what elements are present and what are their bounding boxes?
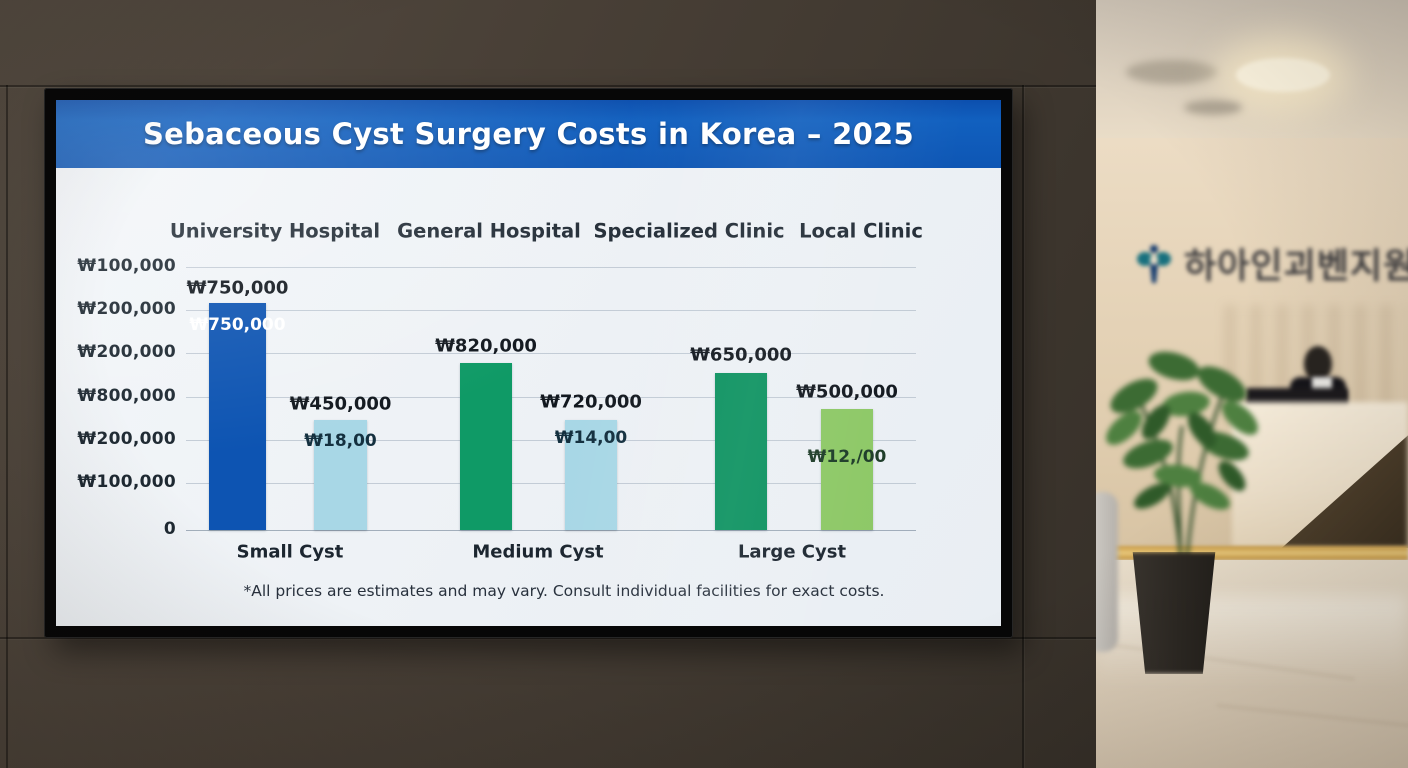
clinic-wall-sign: 하아인괴벤지원 bbox=[1136, 238, 1408, 289]
y-axis-tick-label: ₩200,000 bbox=[77, 299, 176, 319]
y-axis-tick-label: ₩200,000 bbox=[77, 429, 176, 449]
bar-local-clinic bbox=[821, 409, 873, 530]
gridline bbox=[186, 530, 916, 531]
wall-seam-left bbox=[6, 85, 8, 768]
legend-item-local-clinic: Local Clinic bbox=[799, 219, 923, 243]
bar-value-label: ₩450,000 bbox=[289, 393, 392, 415]
ceiling-light-glow-icon bbox=[1236, 58, 1330, 92]
receptionist-head bbox=[1304, 346, 1332, 382]
gridline bbox=[186, 310, 916, 311]
ceiling-light-icon bbox=[1126, 60, 1218, 84]
bar-inner-label: ₩18,00 bbox=[304, 431, 377, 451]
gridline bbox=[186, 483, 916, 484]
y-axis-tick-label: ₩100,000 bbox=[77, 472, 176, 492]
wall-seam-top bbox=[0, 85, 1098, 87]
gridline bbox=[186, 267, 916, 268]
bar-general-hospital bbox=[460, 363, 512, 530]
bar-value-label: ₩500,000 bbox=[796, 381, 898, 403]
bar-value-label: ₩720,000 bbox=[540, 391, 642, 413]
gray-bin bbox=[1096, 492, 1118, 652]
potted-plant bbox=[1106, 351, 1258, 575]
plant-pot bbox=[1132, 552, 1216, 674]
bar-specialized-clinic bbox=[715, 373, 767, 530]
bar-local-clinic bbox=[565, 420, 617, 530]
chart-footnote: *All prices are estimates and may vary. … bbox=[243, 582, 885, 600]
y-axis-tick-label: ₩100,000 bbox=[77, 256, 176, 276]
gridline bbox=[186, 353, 916, 354]
clinic-logo-icon bbox=[1137, 244, 1171, 283]
gridline bbox=[186, 397, 916, 398]
bar-university-hospital bbox=[209, 303, 266, 530]
ceiling-light-icon bbox=[1184, 100, 1242, 115]
legend-item-university-hospital: University Hospital bbox=[169, 219, 381, 243]
x-axis-label-medium-cyst: Medium Cyst bbox=[472, 541, 604, 563]
x-axis-label-small-cyst: Small Cyst bbox=[236, 541, 344, 563]
bar-inner-label: ₩12,/00 bbox=[807, 447, 887, 467]
chart-title: Sebaceous Cyst Surgery Costs in Korea – … bbox=[142, 117, 915, 151]
bar-inner-label: ₩14,00 bbox=[554, 428, 628, 448]
chart-canvas: Sebaceous Cyst Surgery Costs in Korea – … bbox=[56, 100, 1001, 626]
lobby-background: 하아인괴벤지원 bbox=[1096, 0, 1408, 768]
bar-local-clinic bbox=[314, 420, 367, 530]
clinic-sign-text: 하아인괴벤지원 bbox=[1184, 247, 1408, 287]
wall-seam-bottom bbox=[0, 637, 1098, 639]
bar-value-label: ₩650,000 bbox=[690, 344, 792, 366]
legend-item-specialized-clinic: Specialized Clinic bbox=[593, 219, 785, 243]
legend-item-general-hospital: General Hospital bbox=[397, 219, 581, 243]
gridline bbox=[186, 440, 916, 441]
wall-seam-right bbox=[1022, 85, 1024, 768]
bar-value-label: ₩820,000 bbox=[435, 335, 537, 357]
y-axis-tick-label: ₩200,000 bbox=[77, 342, 176, 362]
signage-screen-bezel: Sebaceous Cyst Surgery Costs in Korea – … bbox=[44, 88, 1013, 638]
x-axis-label-large-cyst: Large Cyst bbox=[737, 541, 847, 563]
bar-inner-label: ₩750,000 bbox=[189, 315, 286, 335]
chart-title-bar: Sebaceous Cyst Surgery Costs in Korea – … bbox=[56, 100, 1001, 168]
y-axis-tick-label: ₩800,000 bbox=[77, 386, 176, 406]
bar-value-label: ₩750,000 bbox=[186, 277, 289, 299]
y-axis-tick-label: 0 bbox=[163, 519, 176, 539]
